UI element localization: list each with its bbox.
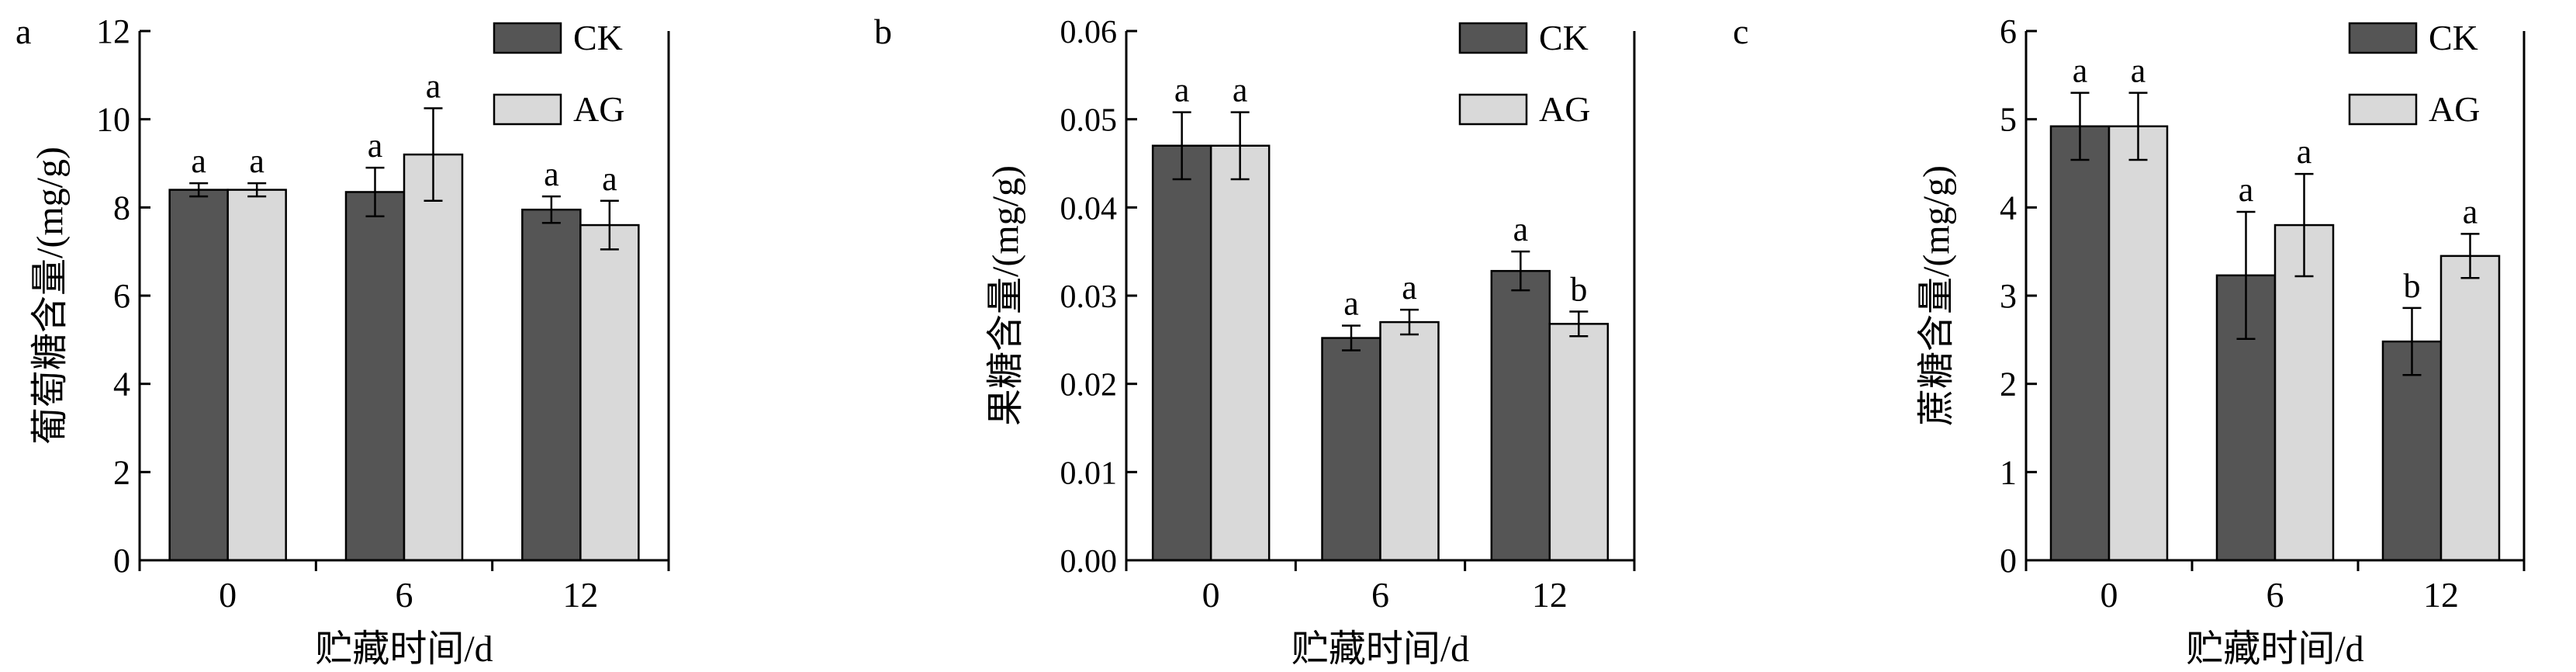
legend-label-ck: CK: [2429, 18, 2478, 57]
significance-label: a: [2073, 52, 2088, 90]
significance-label: a: [426, 67, 441, 105]
bar-ag: [2439, 255, 2501, 562]
y-tick-label: 0.00: [1060, 544, 1118, 580]
bar-ck: [2381, 340, 2443, 562]
x-axis-title: 贮藏时间/d: [315, 629, 493, 670]
bar-ag: [1209, 144, 1271, 562]
significance-label: a: [368, 126, 383, 165]
bar-ag: [226, 189, 287, 562]
y-tick-label: 6: [2000, 12, 2017, 50]
x-tick-label: 12: [2423, 575, 2459, 615]
x-tick-label: 6: [2267, 575, 2284, 615]
y-tick-label: 0.01: [1060, 456, 1118, 491]
chart-panel-c: c a a b a a a 0 1 2 3 4 5 6 0 6 12 贮藏时间/d 蔗糖含量/(mg/g) CK AG: [1717, 0, 2576, 672]
legend-swatch-ag: [2348, 93, 2418, 126]
legend-swatch-ck: [493, 22, 562, 54]
chart-b-svg: b a a a a a b 0.00 0.01 0.02 0.03 0.04 0.05 0.06 0 6 12 贮…: [874, 12, 1636, 670]
bar-ck: [1321, 337, 1381, 562]
y-tick-label: 0: [113, 542, 130, 580]
bar-ck: [344, 191, 406, 562]
panel-label: b: [874, 12, 892, 51]
chart-panel-b: b a a a a a b 0.00 0.01 0.02 0.03 0.04 0.05 0.06 0 6 12 贮…: [859, 0, 1717, 672]
y-tick-label: 5: [2000, 101, 2017, 139]
bar-ck: [2049, 125, 2111, 562]
significance-label: a: [1174, 71, 1190, 109]
chart-a-svg: a a a a a a a 0 2 4 6 8 10 12 0 6 12 贮藏时间/d 葡萄糖含量/(mg/g) CK…: [16, 12, 670, 670]
legend-swatch-ck: [1458, 22, 1528, 54]
chart-panel-a: a a a a a a a 0 2 4 6 8 10 12 0 6 12 贮藏时间/d 葡萄糖含量/(mg/g) CK…: [0, 0, 859, 672]
x-axis-title: 贮藏时间/d: [2186, 629, 2363, 670]
significance-label: a: [1233, 71, 1248, 109]
y-tick-label: 1: [2000, 453, 2017, 491]
panel-label: c: [1733, 12, 1748, 51]
legend-swatch-ag: [1458, 93, 1528, 126]
x-tick-label: 0: [219, 575, 237, 615]
significance-label: a: [2297, 133, 2312, 171]
significance-label: b: [2404, 267, 2421, 305]
panel-label: a: [16, 12, 31, 51]
x-tick-label: 6: [396, 575, 413, 615]
bar-ag: [579, 223, 640, 562]
y-tick-label: 2: [2000, 365, 2017, 404]
y-axis-title: 蔗糖含量/(mg/g): [1916, 165, 1957, 426]
x-tick-label: 0: [2101, 575, 2118, 615]
x-tick-label: 6: [1371, 575, 1389, 615]
significance-label: a: [1513, 210, 1529, 248]
bar-ck: [1151, 144, 1212, 562]
significance-label: a: [544, 155, 559, 193]
x-tick-label: 12: [562, 575, 598, 615]
bar-ck: [1490, 269, 1551, 562]
bar-ag: [2107, 125, 2169, 562]
x-tick-label: 12: [1532, 575, 1568, 615]
bar-ag: [1379, 320, 1440, 562]
legend-swatch-ag: [493, 93, 562, 126]
significance-label: b: [1570, 270, 1587, 308]
y-tick-label: 0.02: [1060, 368, 1118, 404]
significance-label: a: [1402, 268, 1417, 307]
y-tick-label: 6: [113, 277, 130, 315]
bar-ag: [1548, 323, 1610, 562]
bar-ag: [2273, 223, 2335, 562]
y-tick-label: 10: [96, 101, 130, 139]
y-axis-title: 果糖含量/(mg/g): [985, 165, 1026, 426]
significance-label: a: [1343, 285, 1359, 323]
x-tick-label: 0: [1202, 575, 1220, 615]
bar-ck: [168, 189, 229, 562]
significance-label: a: [2463, 192, 2478, 230]
y-axis-title: 葡萄糖含量/(mg/g): [29, 147, 71, 445]
bar-ck: [521, 208, 582, 562]
legend-swatch-ck: [2348, 22, 2418, 54]
legend-label-ck: CK: [573, 18, 623, 57]
y-tick-label: 2: [113, 453, 130, 491]
y-tick-label: 3: [2000, 277, 2017, 315]
y-tick-label: 0.05: [1060, 103, 1118, 139]
significance-label: a: [2131, 52, 2146, 90]
legend-label-ag: AG: [2429, 89, 2480, 129]
y-tick-label: 0.06: [1060, 15, 1118, 50]
significance-label: a: [249, 142, 265, 180]
legend-label-ag: AG: [1539, 89, 1590, 129]
y-tick-label: 4: [2000, 189, 2017, 227]
y-tick-label: 0.03: [1060, 279, 1118, 315]
x-axis-title: 贮藏时间/d: [1291, 629, 1469, 670]
y-tick-label: 8: [113, 189, 130, 227]
legend-label-ag: AG: [573, 89, 624, 129]
y-tick-label: 0: [2000, 542, 2017, 580]
y-tick-label: 4: [113, 365, 130, 404]
y-tick-label: 0.04: [1060, 191, 1118, 227]
bar-ag: [403, 153, 464, 562]
y-tick-label: 12: [96, 12, 130, 50]
significance-label: a: [2239, 171, 2254, 209]
significance-label: a: [602, 160, 617, 198]
legend-label-ck: CK: [1539, 18, 1589, 57]
significance-label: a: [191, 142, 206, 180]
